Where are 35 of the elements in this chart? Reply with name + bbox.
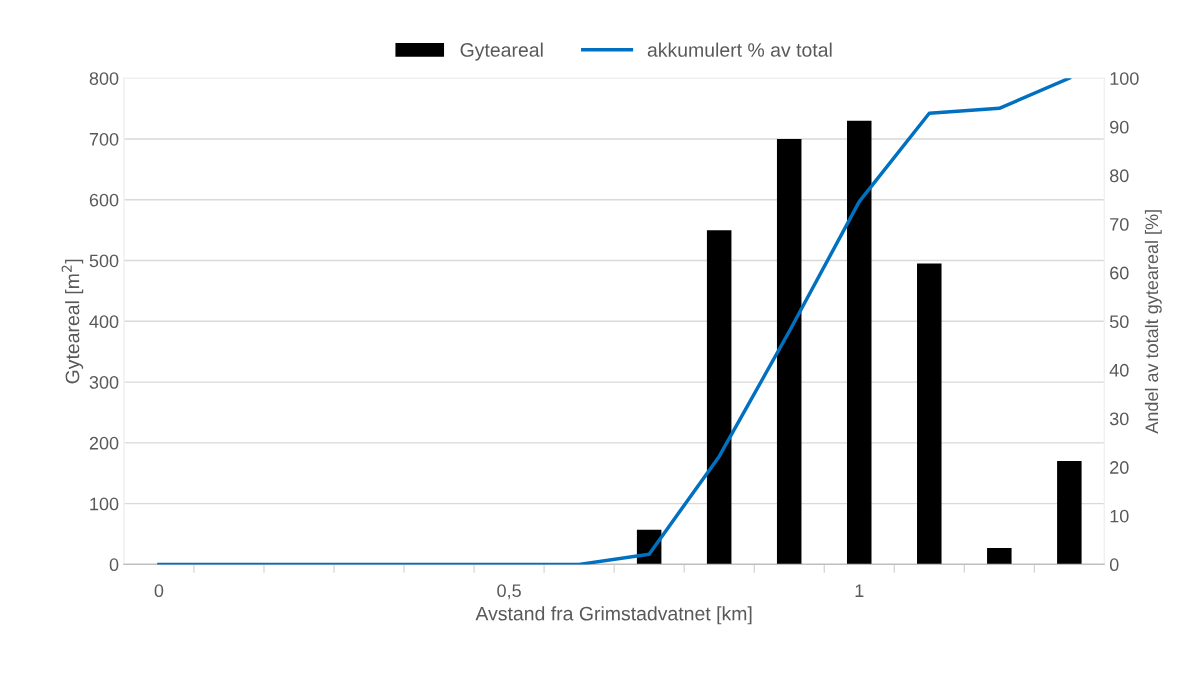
y-tick-label: 500 (89, 254, 119, 268)
bar (706, 230, 732, 565)
line-series (157, 78, 1072, 565)
y2-tick-label: 90 (1110, 120, 1129, 134)
x-tick-label: 1 (855, 584, 864, 597)
y2-tick-label: 10 (1110, 509, 1129, 523)
y2-tick-label: 20 (1110, 461, 1129, 474)
y-tick-label: 200 (89, 436, 119, 450)
y-axis-title: Gyteareal [m$^{2}$] (61, 259, 84, 384)
y-tick-label: 400 (89, 315, 119, 329)
legend-label: akkumulert % av total (647, 42, 832, 57)
y-tick-label: 800 (89, 72, 119, 85)
y2-tick-label: 40 (1109, 363, 1129, 377)
bar (1057, 461, 1082, 565)
x-tick-label: 0 (154, 584, 164, 598)
y-tick-label: 600 (89, 193, 119, 207)
y-tick-label: 100 (90, 497, 119, 511)
y2-tick-label: 50 (1109, 315, 1129, 329)
y-tick-label: 300 (89, 376, 119, 389)
legend-label: Gyteareal (460, 42, 543, 61)
y2-tick-label: 60 (1110, 266, 1129, 280)
y-tick-label: 0 (109, 558, 119, 572)
y2-tick-label: 0 (1109, 558, 1119, 572)
y2-tick-label: 70 (1110, 217, 1129, 231)
y2-tick-label: 100 (1110, 72, 1139, 85)
bar (776, 138, 802, 565)
y2-axis-title: Andel av totalt gyteareal [%] (1144, 210, 1162, 434)
x-axis-title: Avstand fra Grimstadvatnet [km] (475, 606, 752, 625)
y2-tick-label: 80 (1110, 169, 1129, 183)
bar (987, 547, 1012, 565)
bar (846, 120, 872, 565)
y2-tick-label: 30 (1109, 412, 1129, 426)
bar (917, 263, 942, 565)
x-tick-label: 0,5 (497, 584, 521, 600)
y-tick-label: 700 (89, 132, 119, 146)
